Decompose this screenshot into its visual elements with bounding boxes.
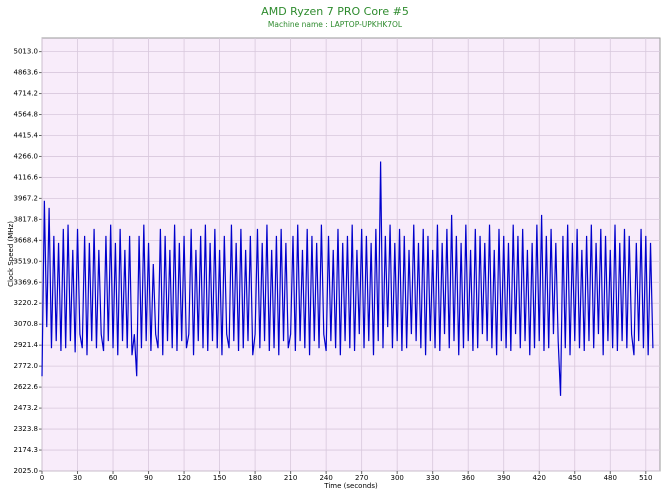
chart-title: AMD Ryzen 7 PRO Core #5	[261, 5, 409, 18]
y-tick-label: 3369.6	[14, 278, 39, 286]
x-tick-label: 90	[144, 474, 153, 482]
y-tick-label: 3967.2	[14, 194, 39, 202]
x-tick-label: 480	[604, 474, 617, 482]
x-tick-label: 390	[497, 474, 510, 482]
y-tick-label: 4415.4	[14, 131, 39, 139]
y-tick-label: 3519.0	[14, 257, 39, 265]
y-tick-label: 4266.0	[14, 152, 39, 160]
x-tick-label: 210	[284, 474, 297, 482]
y-axis-label: Clock Speed (MHz)	[7, 221, 15, 287]
y-tick-label: 2323.8	[14, 425, 39, 433]
x-tick-label: 120	[177, 474, 190, 482]
y-tick-label: 2622.6	[14, 383, 39, 391]
x-tick-label: 60	[109, 474, 118, 482]
y-tick-label: 5013.0	[14, 48, 39, 56]
x-tick-label: 30	[73, 474, 82, 482]
x-tick-label: 330	[426, 474, 439, 482]
y-tick-label: 2174.3	[14, 446, 39, 454]
x-tick-label: 0	[40, 474, 44, 482]
y-tick-label: 2772.0	[14, 362, 39, 370]
chart-subtitle: Machine name : LAPTOP-UPKHK7OL	[268, 20, 403, 29]
x-tick-label: 150	[213, 474, 226, 482]
y-tick-label: 2921.4	[14, 341, 39, 349]
y-tick-label: 2025.0	[14, 467, 39, 475]
y-tick-label: 2473.2	[14, 404, 39, 412]
x-tick-label: 270	[355, 474, 368, 482]
x-tick-label: 360	[462, 474, 475, 482]
x-tick-label: 180	[248, 474, 261, 482]
data-line	[41, 161, 654, 396]
y-tick-label: 3070.8	[14, 320, 39, 328]
x-tick-label: 300	[390, 474, 403, 482]
y-tick-label: 3817.8	[14, 215, 39, 223]
x-axis-label: Time (seconds)	[323, 482, 378, 490]
x-tick-label: 420	[533, 474, 546, 482]
y-tick-label: 4564.8	[14, 111, 39, 119]
y-tick-label: 4116.6	[14, 173, 39, 181]
x-tick-label: 240	[319, 474, 332, 482]
x-tick-label: 510	[639, 474, 652, 482]
y-tick-label: 4714.2	[14, 90, 39, 98]
y-tick-label: 3220.2	[14, 299, 39, 307]
y-tick-label: 3668.4	[14, 236, 39, 244]
x-tick-label: 450	[568, 474, 581, 482]
y-tick-label: 4863.6	[14, 69, 39, 77]
